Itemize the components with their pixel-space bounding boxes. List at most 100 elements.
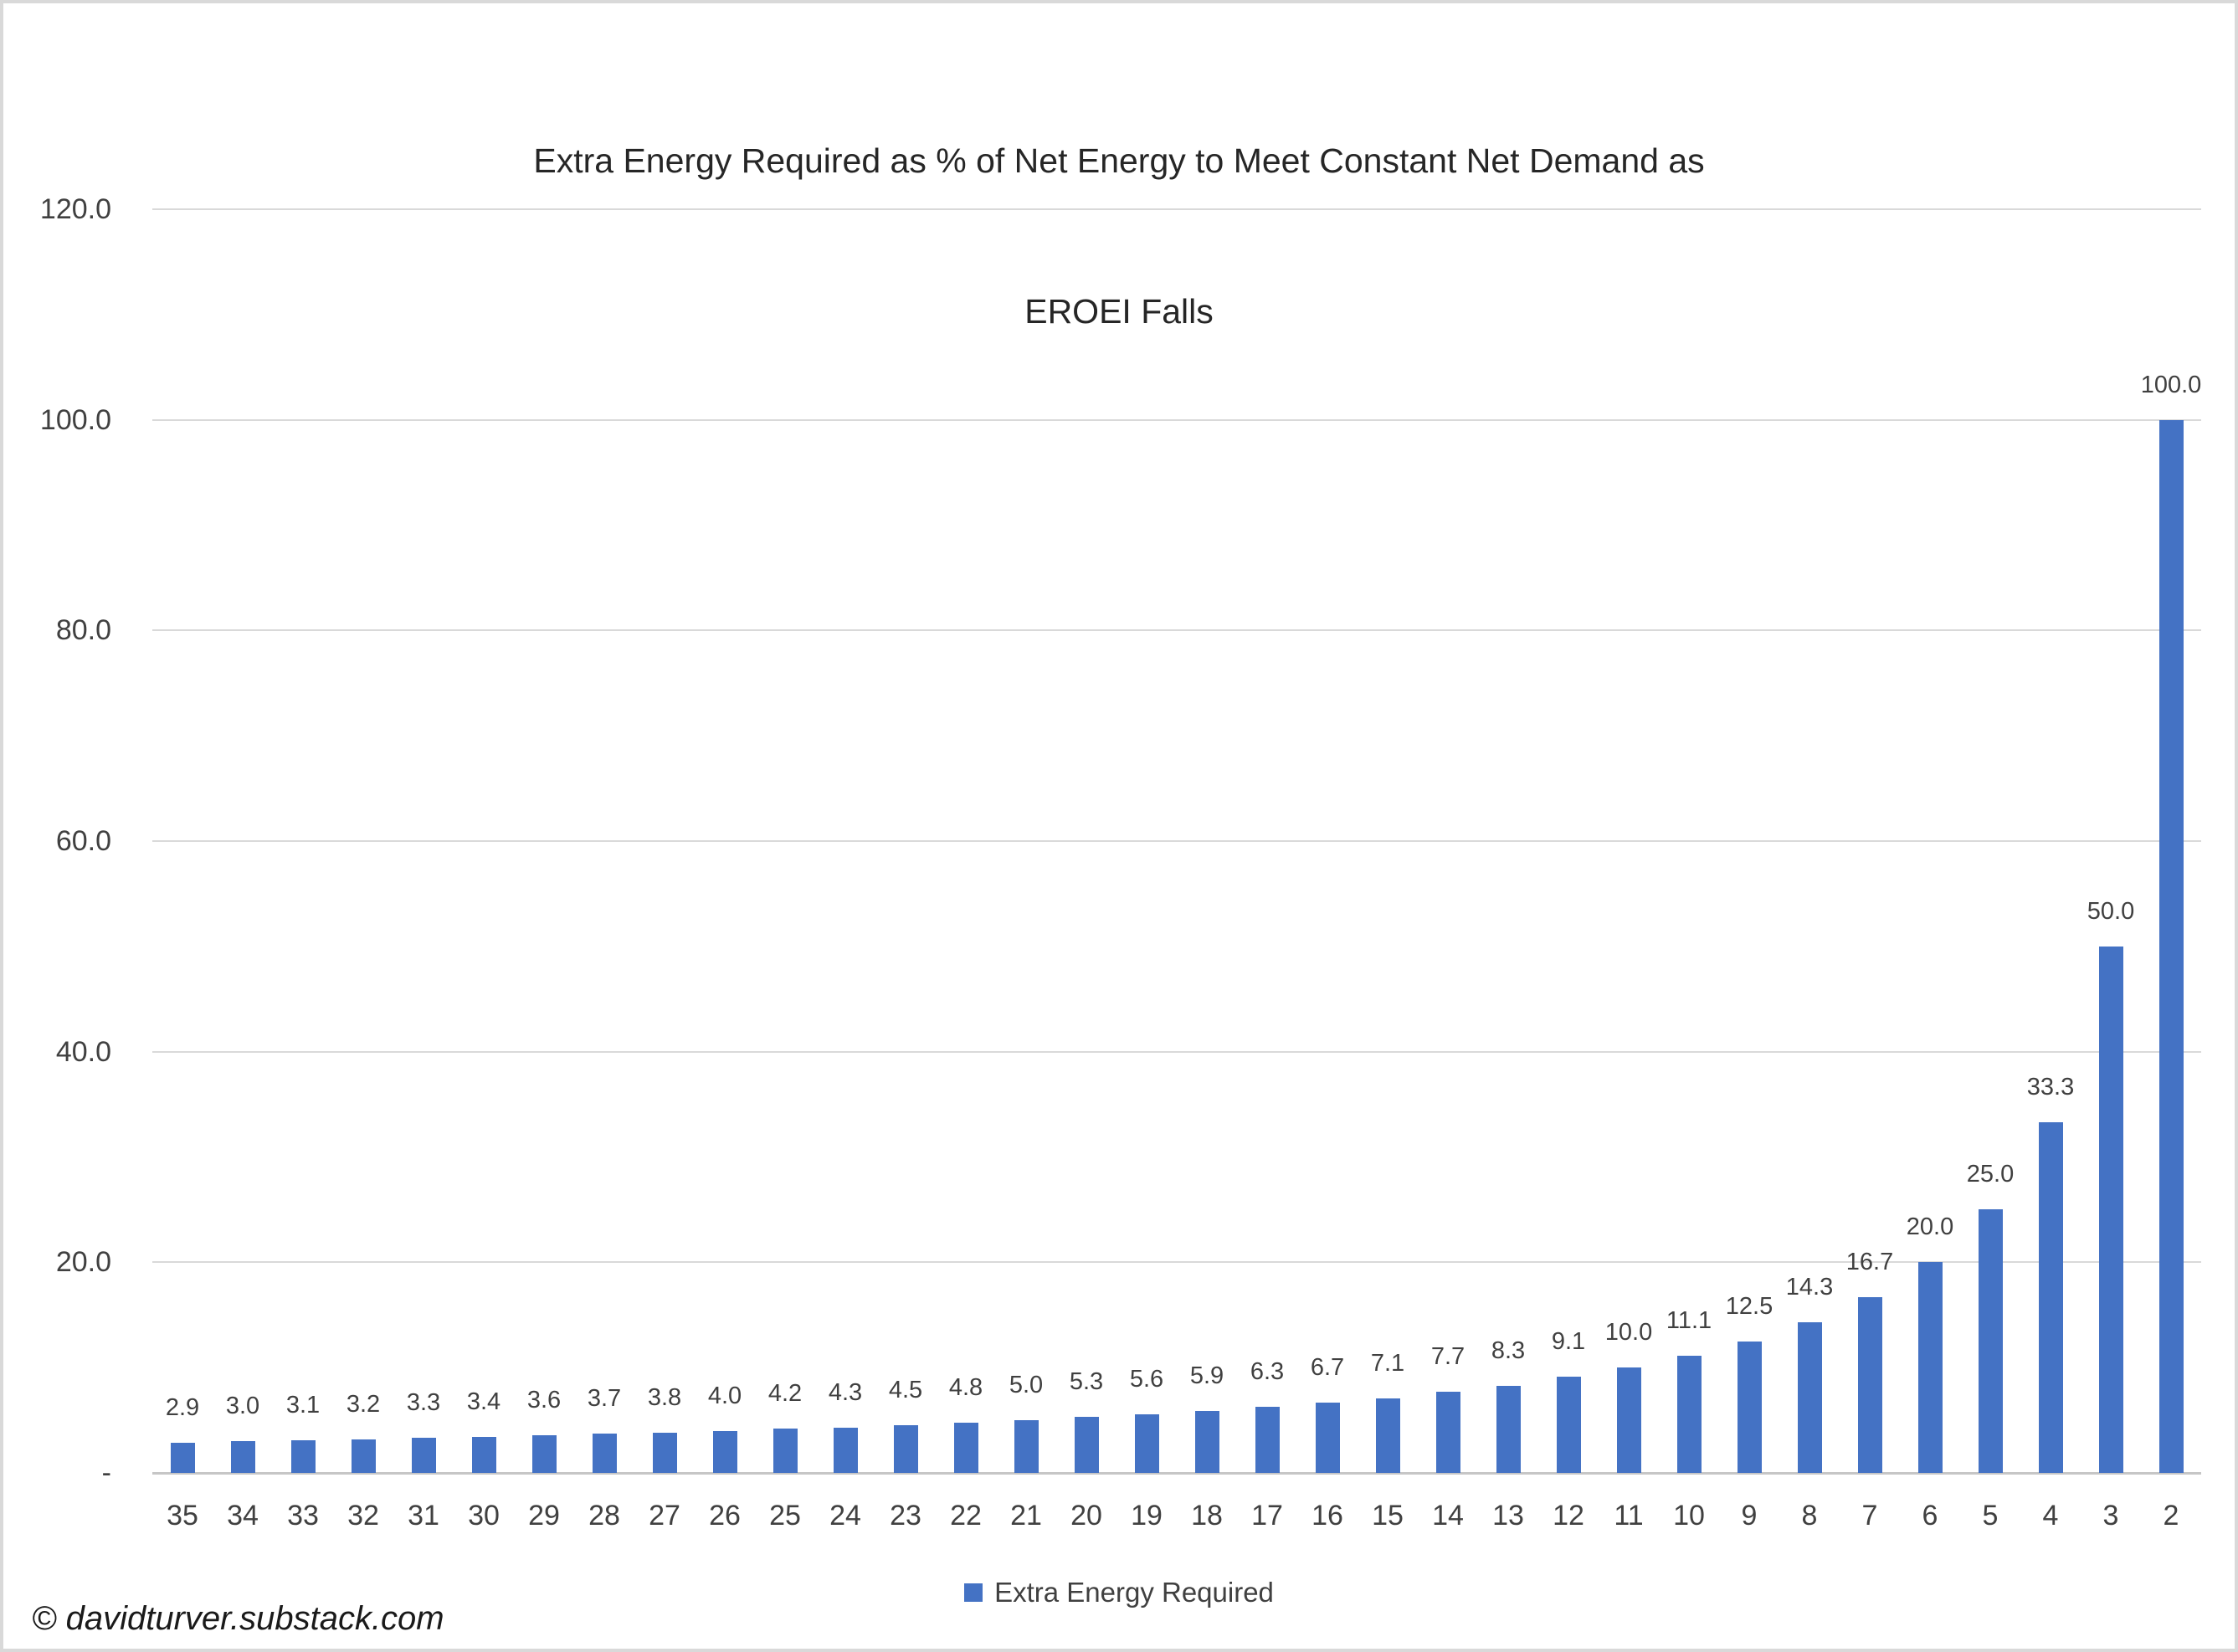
bar-value-label: 4.2 [767, 1380, 803, 1408]
bar [351, 1439, 376, 1473]
bar-value-label: 4.0 [707, 1382, 742, 1409]
bar [1917, 1262, 1943, 1473]
x-axis-tick-label: 3 [2102, 1500, 2119, 1531]
bar [712, 1430, 737, 1473]
bar [893, 1425, 918, 1473]
gridline [152, 208, 2201, 210]
bar-value-label: 3.2 [346, 1390, 381, 1418]
legend-color-swatch [964, 1583, 983, 1602]
bar [1134, 1413, 1159, 1473]
x-axis-tick-label: 16 [1311, 1500, 1343, 1531]
bar [170, 1442, 195, 1473]
x-axis-tick-label: 29 [528, 1500, 560, 1531]
x-axis-tick-label: 12 [1553, 1500, 1584, 1531]
x-axis-tick-label: 34 [227, 1500, 259, 1531]
bar-value-label: 3.4 [466, 1388, 501, 1416]
bar [1556, 1377, 1581, 1473]
y-axis-tick-label: - [101, 1457, 111, 1489]
bar [2158, 419, 2184, 1473]
bar [411, 1438, 436, 1473]
bar-value-label: 4.8 [948, 1373, 983, 1401]
bar-value-label: 3.6 [526, 1386, 562, 1413]
bar-value-label: 3.1 [285, 1391, 321, 1419]
x-axis-tick-label: 10 [1673, 1500, 1705, 1531]
x-axis-tick-label: 2 [2163, 1500, 2179, 1531]
bar [2098, 946, 2123, 1473]
x-axis-tick-label: 27 [649, 1500, 680, 1531]
gridline [152, 418, 2201, 421]
x-axis-tick-label: 18 [1191, 1500, 1223, 1531]
x-axis-tick-label: 9 [1741, 1500, 1758, 1531]
bar [1496, 1385, 1521, 1473]
y-axis-tick-label: 40.0 [55, 1035, 111, 1068]
gridline [152, 1261, 2201, 1264]
x-axis-tick-label: 17 [1251, 1500, 1283, 1531]
bar [1737, 1341, 1762, 1473]
bar [773, 1429, 798, 1473]
bar-value-label: 33.3 [2026, 1073, 2075, 1100]
x-axis-tick-label: 5 [1982, 1500, 1999, 1531]
bar [1797, 1322, 1822, 1473]
y-axis-tick-label: 20.0 [55, 1246, 111, 1279]
bar [290, 1439, 316, 1473]
bar-value-label: 3.7 [587, 1385, 622, 1413]
bar-value-label: 16.7 [1845, 1248, 1894, 1275]
x-axis-tick-label: 19 [1131, 1500, 1163, 1531]
x-axis-tick-label: 28 [588, 1500, 620, 1531]
bar-value-label: 8.3 [1491, 1336, 1526, 1364]
x-axis-tick-label: 25 [769, 1500, 801, 1531]
bar-value-label: 25.0 [1966, 1161, 2015, 1188]
gridline [152, 1050, 2201, 1053]
x-axis-tick-label: 31 [408, 1500, 439, 1531]
bar [592, 1434, 617, 1473]
x-axis-tick-label: 23 [890, 1500, 921, 1531]
x-axis-tick-label: 30 [468, 1500, 500, 1531]
x-axis-tick-label: 21 [1010, 1500, 1042, 1531]
bar-value-label: 50.0 [2087, 897, 2135, 925]
x-axis-tick-label: 8 [1801, 1500, 1818, 1531]
x-axis-tick-label: 35 [167, 1500, 198, 1531]
bar [1435, 1392, 1460, 1473]
legend-label: Extra Energy Required [994, 1577, 1274, 1608]
x-axis-tick-label: 11 [1614, 1500, 1644, 1531]
bar [531, 1434, 557, 1473]
bar [953, 1422, 978, 1473]
bar-value-label: 3.3 [406, 1389, 441, 1417]
bar-value-label: 12.5 [1725, 1292, 1773, 1320]
bar [1857, 1296, 1882, 1473]
bar [1255, 1406, 1280, 1473]
chart-title: Extra Energy Required as % of Net Energy… [0, 35, 2238, 437]
y-axis-tick-label: 120.0 [39, 193, 111, 225]
x-axis-tick-label: 24 [829, 1500, 861, 1531]
x-axis-tick-label: 6 [1922, 1500, 1938, 1531]
bar [1315, 1402, 1340, 1473]
bar-value-label: 5.6 [1129, 1365, 1164, 1393]
x-axis-tick-label: 7 [1861, 1500, 1878, 1531]
x-axis-tick-label: 26 [709, 1500, 741, 1531]
chart-title-line-2: EROEI Falls [1024, 292, 1214, 331]
bar-value-label: 5.3 [1069, 1368, 1104, 1396]
x-axis-tick-label: 20 [1070, 1500, 1102, 1531]
bar [652, 1433, 677, 1473]
bar [471, 1437, 496, 1473]
x-axis-tick-label: 15 [1372, 1500, 1404, 1531]
bar-value-label: 6.7 [1310, 1353, 1345, 1381]
bar-value-label: 11.1 [1666, 1307, 1712, 1335]
x-axis-tick-label: 32 [347, 1500, 379, 1531]
bar [1676, 1356, 1702, 1473]
x-axis-line [152, 1472, 2201, 1475]
bar [1978, 1209, 2003, 1473]
bar-value-label: 10.0 [1604, 1319, 1653, 1347]
gridline [152, 629, 2201, 632]
bar-value-label: 7.7 [1430, 1343, 1465, 1371]
bar [1375, 1398, 1400, 1473]
x-axis-tick-label: 14 [1432, 1500, 1464, 1531]
x-axis-tick-label: 33 [287, 1500, 319, 1531]
bar [1074, 1417, 1099, 1473]
bar-value-label: 3.8 [647, 1384, 682, 1412]
bar [1194, 1410, 1219, 1473]
bar [1616, 1367, 1641, 1473]
bar-value-label: 4.5 [888, 1377, 923, 1404]
y-axis-tick-label: 80.0 [55, 614, 111, 647]
x-axis-tick-label: 13 [1492, 1500, 1524, 1531]
